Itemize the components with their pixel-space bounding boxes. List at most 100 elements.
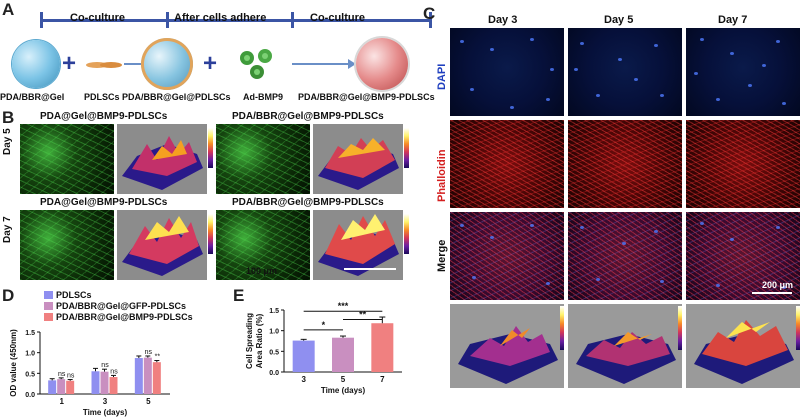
significance-label: * xyxy=(322,320,326,330)
phalloidin-image-day7 xyxy=(686,120,800,208)
significance-label: *** xyxy=(338,301,349,311)
phalloidin-image-day3 xyxy=(450,120,564,208)
stage-line xyxy=(40,19,432,22)
surface-plot-pda-bbr-gel-day5 xyxy=(313,124,403,194)
panel-label-a: A xyxy=(2,0,15,19)
significance-label: ns xyxy=(101,362,109,369)
gel-pdlsc-sphere-icon xyxy=(141,38,193,90)
panel-b-title-top-right: PDA/BBR@Gel@BMP9-PDLSCs xyxy=(232,111,384,122)
stage-label-coculture-1: Co-culture xyxy=(70,12,125,24)
surface-plot-pda-gel-day5 xyxy=(117,124,207,194)
y-tick-label: 0.5 xyxy=(25,371,35,378)
colorbar-day5-left xyxy=(208,128,213,168)
ad-bmp9-virus-icon xyxy=(237,46,281,82)
label-gel-bmp9-pdlscs: PDA/BBR@Gel@BMP9-PDLSCs xyxy=(298,92,435,102)
scale-label-c: 200 μm xyxy=(762,280,794,290)
col-label-day7: Day 7 xyxy=(718,14,748,26)
col-label-day3: Day 3 xyxy=(488,14,518,26)
legend-swatch-gfp xyxy=(44,302,53,310)
scale-bar-b xyxy=(344,268,396,270)
legend-swatch-pdlscs xyxy=(44,291,53,299)
panel-label-c: C xyxy=(423,4,436,23)
scale-bar-c xyxy=(752,292,792,294)
chart-d-legend: PDLSCs PDA/BBR@Gel@GFP-PDLSCs PDA/BBR@Ge… xyxy=(44,290,244,326)
dapi-image-day7 xyxy=(686,28,800,116)
stage-tick-2 xyxy=(166,12,169,28)
pdlsc-cells-icon xyxy=(85,58,123,70)
significance-label: ns xyxy=(145,349,153,356)
row-label-day5: Day 5 xyxy=(2,128,13,155)
colorbar-day7-right xyxy=(404,214,409,254)
y-tick-label: 0.5 xyxy=(269,349,279,356)
legend-label-bmp9: PDA/BBR@Gel@BMP9-PDLSCs xyxy=(56,312,193,322)
arrow-icon-2 xyxy=(292,63,350,65)
merge-image-day7 xyxy=(686,212,800,300)
y-tick-label: 1.5 xyxy=(25,330,35,337)
y-tick-label: 1.5 xyxy=(269,308,279,315)
colorbar-c-day3 xyxy=(560,306,564,350)
fluorescence-image-pda-gel-day5 xyxy=(20,124,114,194)
bar xyxy=(134,358,143,394)
chart-e-spreading-area: 0.00.51.01.53 5 7******Time (days)Cell Spr… xyxy=(245,301,402,395)
bar xyxy=(109,377,118,394)
bar xyxy=(371,323,394,372)
x-axis-title: Time (days) xyxy=(321,386,366,395)
scale-label-b: 100 μm xyxy=(246,266,278,276)
bar xyxy=(292,340,315,372)
y-tick-label: 0.0 xyxy=(25,392,35,399)
x-tick-label: 7 xyxy=(380,375,385,384)
x-tick-label: 3 xyxy=(103,397,108,406)
stage-timeline xyxy=(26,10,446,34)
x-tick-label: 3 xyxy=(301,375,306,384)
merge-image-day5 xyxy=(568,212,682,300)
y-axis-title: OD value (450nm) xyxy=(9,329,18,397)
label-gel-pdlscs: PDA/BBR@Gel@PDLSCs xyxy=(122,92,231,102)
panel-label-d: D xyxy=(2,286,15,305)
stage-tick-4 xyxy=(429,12,432,28)
legend-swatch-bmp9 xyxy=(44,313,53,321)
stage-tick-1 xyxy=(40,12,43,28)
plus-icon-1: + xyxy=(62,50,77,77)
panel-b-title-top-left: PDA@Gel@BMP9-PDLSCs xyxy=(40,111,168,122)
colorbar-day7-left xyxy=(208,214,213,254)
plus-icon-2: + xyxy=(203,50,218,77)
row-label-day7: Day 7 xyxy=(2,216,13,243)
bar xyxy=(66,380,75,394)
panel-label-e: E xyxy=(233,286,245,305)
arrow-icon-1 xyxy=(124,63,150,65)
label-ad-bmp9: Ad-BMP9 xyxy=(243,92,283,102)
fluorescence-image-pda-bbr-gel-day7 xyxy=(216,210,310,280)
bar xyxy=(152,362,161,394)
x-axis-title: Time (days) xyxy=(83,408,128,417)
label-pdlscs: PDLSCs xyxy=(84,92,120,102)
surface-plot-pda-gel-day7 xyxy=(117,210,207,280)
x-tick-label: 1 xyxy=(59,397,64,406)
y-axis-title: Cell Spreading xyxy=(245,313,254,369)
bar xyxy=(332,337,354,372)
dapi-image-day5 xyxy=(568,28,682,116)
fluorescence-image-pda-gel-day7 xyxy=(20,210,114,280)
legend-label-gfp: PDA/BBR@Gel@GFP-PDLSCs xyxy=(56,301,187,311)
gel-bmp9-pdlsc-sphere-icon xyxy=(356,38,408,90)
colorbar-c-day7 xyxy=(796,306,800,350)
row-label-phalloidin: Phalloidin xyxy=(436,149,448,202)
significance-label: ns xyxy=(58,371,66,378)
fluorescence-image-pda-bbr-gel-day5 xyxy=(216,124,310,194)
surface-plot-day3 xyxy=(450,304,564,388)
surface-plot-day7 xyxy=(686,304,800,388)
panel-label-b: B xyxy=(2,108,15,127)
label-pda-bbr-gel: PDA/BBR@Gel xyxy=(0,92,65,102)
panel-b-title-bottom-left: PDA@Gel@BMP9-PDLSCs xyxy=(40,197,168,208)
x-tick-label: 5 xyxy=(341,375,346,384)
y-axis-title: Area Ratio (%) xyxy=(255,313,264,368)
y-tick-label: 0.0 xyxy=(269,370,279,377)
significance-label: ns xyxy=(110,368,118,375)
bar xyxy=(48,380,57,394)
panel-b-title-bottom-right: PDA/BBR@Gel@BMP9-PDLSCs xyxy=(232,197,384,208)
colorbar-day5-right xyxy=(404,128,409,168)
stage-tick-3 xyxy=(291,12,294,28)
stage-label-after-adhere: After cells adhere xyxy=(174,12,267,24)
bar xyxy=(91,371,100,394)
row-label-dapi: DAPI xyxy=(436,63,448,90)
